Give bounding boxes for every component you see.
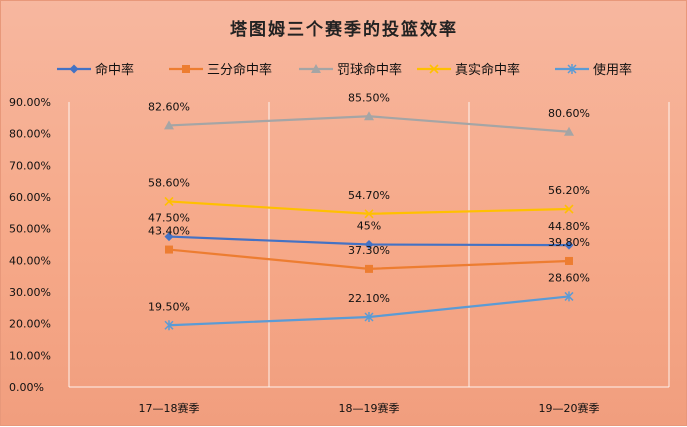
legend-label: 使用率 [593,62,632,78]
series-group [164,111,574,331]
data-point [164,232,174,242]
x-tick-label: 18—19赛季 [339,401,400,415]
legend-item: 罚球命中率 [299,62,402,78]
legend-item: 命中率 [57,62,134,78]
data-label: 47.50% [148,212,190,225]
data-label: 58.60% [148,176,190,189]
chart-title: 塔图姆三个赛季的投篮效率 [230,19,458,40]
data-point [165,245,173,254]
y-tick-label: 40.00% [9,254,51,267]
data-point [364,240,374,249]
x-tick-label: 19—20赛季 [539,401,600,415]
data-label: 45% [357,220,381,233]
legend-item: 使用率 [555,62,632,78]
data-point [364,111,374,121]
legend-item: 真实命中率 [417,62,520,78]
series-line [168,200,570,215]
series-1 [164,232,574,250]
data-point [564,204,574,214]
data-point [564,240,574,250]
data-label: 82.60% [148,100,190,113]
y-tick-label: 50.00% [9,223,51,236]
legend-label: 真实命中率 [455,62,520,78]
data-point [365,264,373,273]
x-tick-label: 17—18赛季 [139,401,200,415]
data-label: 44.80% [548,220,590,233]
legend-label: 三分命中率 [207,62,272,78]
data-label: 85.50% [348,91,390,104]
data-point [164,196,174,206]
data-point [164,120,174,130]
series-3 [164,111,574,136]
legend-item: 三分命中率 [169,62,272,78]
data-label: 80.60% [548,107,590,120]
legend-label: 命中率 [95,62,134,78]
data-point [164,320,174,331]
legend-label: 罚球命中率 [337,62,402,78]
y-axis: 0.00% 10.00% 20.00% 30.00% 40.00% 50.00% 60.00… [9,96,51,394]
legend-marker [311,64,321,73]
legend-marker [429,64,439,74]
data-label: 56.20% [548,184,590,197]
y-tick-label: 10.00% [9,349,51,362]
data-label: 22.10% [348,292,390,305]
data-point [364,209,374,219]
legend-marker [69,64,79,74]
y-tick-label: 0.00% [9,381,44,394]
data-point [564,126,574,136]
y-tick-label: 30.00% [9,286,51,299]
data-point [564,291,574,302]
legend: 命中率 三分命中率 罚球命中率 真实命中率 使用率 [57,62,632,78]
data-point [364,312,374,323]
series-5 [164,291,574,331]
y-tick-label: 80.00% [9,128,51,141]
legend-marker [182,65,190,73]
y-tick-label: 90.00% [9,96,51,109]
y-tick-label: 60.00% [9,191,51,204]
data-label: 39.80% [548,236,590,249]
series-2 [165,245,573,273]
data-label: 37.30% [348,244,390,257]
x-axis: 17—18赛季 18—19赛季 19—20赛季 [139,401,600,415]
y-tick-label: 70.00% [9,159,51,172]
legend-marker [567,64,577,74]
data-label: 28.60% [548,271,590,284]
data-point [565,256,573,265]
series-4 [164,196,574,219]
data-label: 54.70% [348,189,390,202]
data-label: 19.50% [148,300,190,313]
y-tick-label: 20.00% [9,318,51,331]
data-label: 43.40% [148,225,190,238]
data-labels-group: 47.50% 45% 44.80% 43.40% 37.30% 39.80% 82.60% 8… [148,91,590,313]
